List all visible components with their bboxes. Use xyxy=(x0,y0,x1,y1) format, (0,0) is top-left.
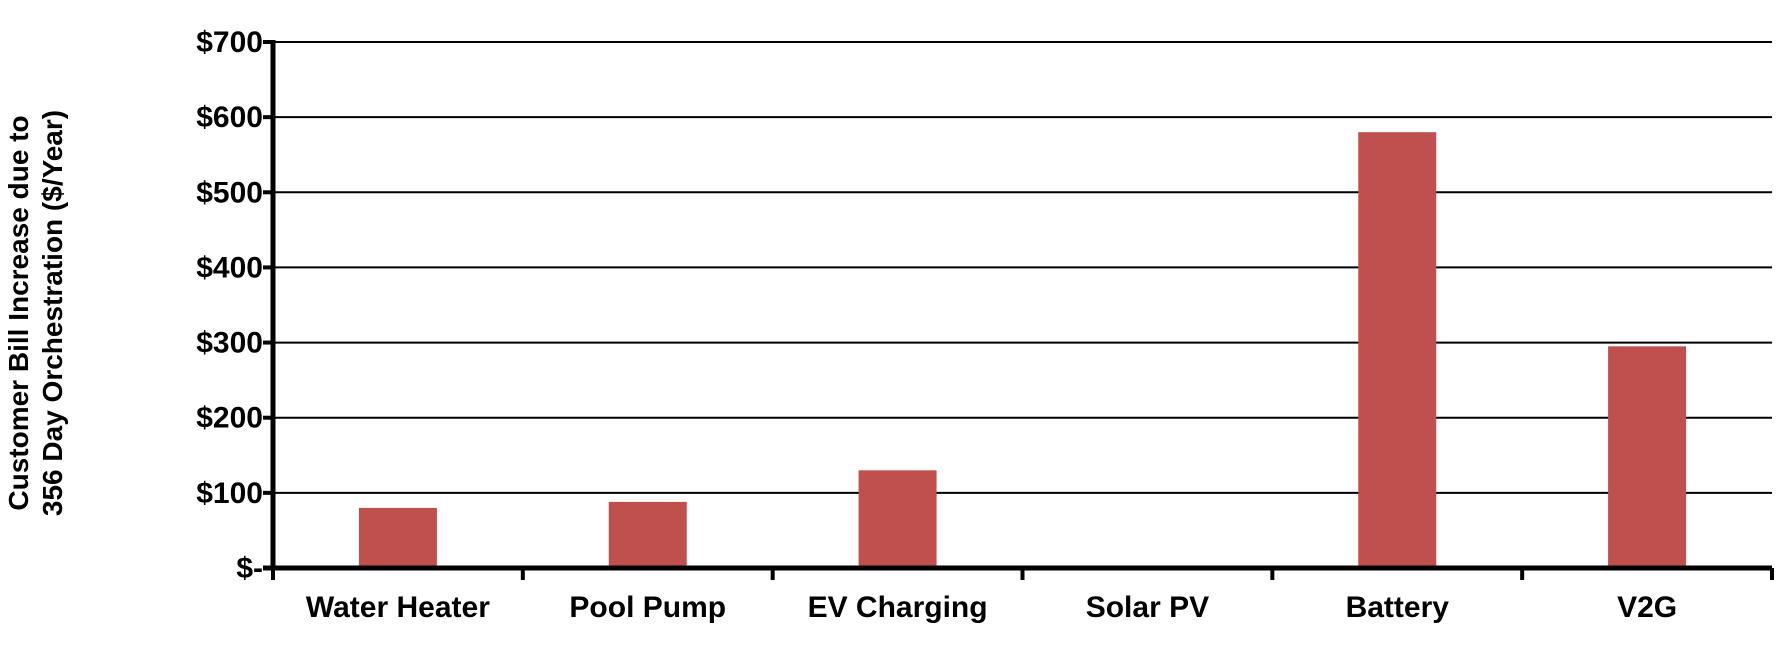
gridlines xyxy=(273,41,1772,494)
y-tick-label: $300 xyxy=(196,327,263,360)
bar xyxy=(858,470,937,568)
x-tick-label: Pool Pump xyxy=(569,591,726,624)
y-tick-labels: $- $100 $200 $300 $400 $500 $600 $700 xyxy=(196,26,273,585)
x-tick-labels: Water Heater Pool Pump EV Charging Solar PV… xyxy=(271,568,1774,624)
x-tick-label: Battery xyxy=(1346,591,1450,624)
y-tick-label: $100 xyxy=(196,477,263,510)
y-tick-label: $700 xyxy=(196,26,263,59)
y-tick-label: $500 xyxy=(196,176,263,209)
axes xyxy=(263,40,1772,571)
y-tick-label: $- xyxy=(236,552,263,585)
x-tick-label: V2G xyxy=(1617,591,1677,624)
x-tick-label: EV Charging xyxy=(808,591,988,624)
bar xyxy=(1608,346,1687,568)
y-tick-label: $400 xyxy=(196,251,263,284)
y-tick-label: $600 xyxy=(196,101,263,134)
y-axis-title-line-1: Customer Bill Increase due to xyxy=(3,115,34,510)
x-tick-label: Water Heater xyxy=(306,591,490,624)
bar xyxy=(358,507,437,568)
y-axis-title-line-2: 356 Day Orchestration ($/Year) xyxy=(37,110,68,516)
bar xyxy=(1358,132,1437,568)
bar xyxy=(608,501,687,568)
x-tick-label: Solar PV xyxy=(1086,591,1209,624)
y-axis-title: Customer Bill Increase due to 356 Day Or… xyxy=(3,110,68,516)
y-tick-label: $200 xyxy=(196,402,263,435)
bars xyxy=(358,132,1687,568)
